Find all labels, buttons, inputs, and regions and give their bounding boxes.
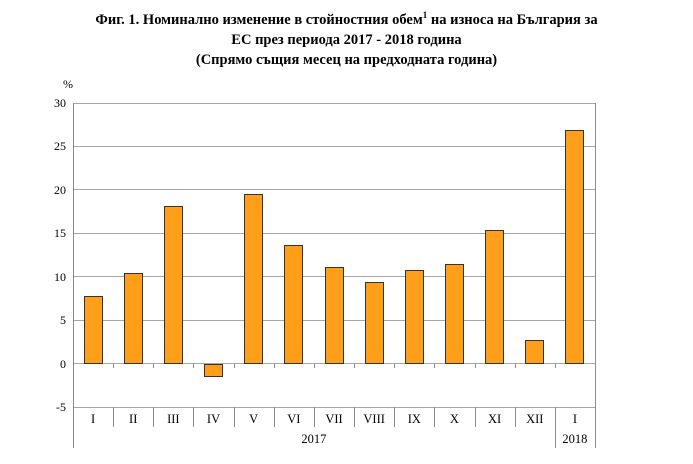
x-axis-category-label: III <box>167 412 180 426</box>
category-divider <box>153 407 155 427</box>
zero-line-tick <box>394 363 396 368</box>
category-divider <box>273 407 275 427</box>
y-axis-tick-label: 5 <box>60 313 66 328</box>
zero-line-tick <box>474 363 476 368</box>
zero-line-tick <box>354 363 356 368</box>
y-axis-unit-label: % <box>63 77 73 91</box>
x-axis-year-label: 2018 <box>562 432 588 446</box>
bar <box>444 263 464 364</box>
category-divider <box>474 407 476 427</box>
gridline <box>73 406 595 408</box>
category-divider <box>434 407 436 427</box>
x-axis-year-label: 2017 <box>301 432 327 446</box>
category-divider <box>313 407 315 427</box>
category-divider <box>394 407 396 427</box>
zero-line-tick <box>233 363 235 368</box>
y-axis-tick-label: 0 <box>60 356 66 371</box>
x-axis-category-label: IX <box>407 412 421 426</box>
zero-line-tick <box>514 363 516 368</box>
zero-line-tick <box>434 363 436 368</box>
figure-title-line-3: (Спрямо същия месец на предходната годин… <box>195 52 498 68</box>
y-axis-line <box>73 103 74 448</box>
x-axis-category-label: VI <box>287 412 301 426</box>
zero-line-tick <box>113 363 115 368</box>
zero-line-tick <box>554 363 556 368</box>
gridline <box>73 363 595 365</box>
bar <box>525 340 545 364</box>
y-axis-tick-label: -5 <box>56 400 66 414</box>
x-axis-category-label: XI <box>488 412 502 426</box>
title-text-pre: Фиг. 1. Номинално изменение в стойностни… <box>95 12 423 28</box>
y-axis-tick-label: 15 <box>54 226 66 241</box>
category-divider <box>554 407 556 448</box>
footnote-superscript: 1 <box>422 10 428 21</box>
x-axis-category-label: IV <box>206 412 221 426</box>
y-axis-tick-label: 20 <box>54 182 66 197</box>
figure-title-line-2: ЕС през периода 2017 - 2018 година <box>231 32 462 48</box>
y-axis-tick-label: 30 <box>54 96 66 110</box>
x-axis-category-label: I <box>572 412 577 426</box>
gridline <box>73 145 595 147</box>
bar <box>163 206 183 364</box>
bar <box>324 267 344 364</box>
zero-line-tick <box>153 363 155 368</box>
bar <box>404 269 424 364</box>
bar <box>364 281 384 364</box>
zero-line-tick <box>313 363 315 368</box>
bar <box>123 273 143 364</box>
category-divider <box>354 407 356 427</box>
bar <box>204 363 224 378</box>
x-axis-category-label: II <box>129 412 138 426</box>
x-axis-category-label: VIII <box>363 412 385 426</box>
bar <box>485 229 505 364</box>
bar <box>284 245 304 364</box>
bar <box>244 194 264 364</box>
gridline <box>73 189 595 191</box>
category-divider <box>514 407 516 427</box>
bar <box>565 129 585 364</box>
y-axis-tick-label: 25 <box>54 139 66 154</box>
gridline <box>73 102 595 104</box>
y-axis-tick-label: 10 <box>54 269 66 284</box>
x-axis-category-label: XII <box>526 412 544 426</box>
category-divider <box>233 407 235 427</box>
zero-line-tick <box>273 363 275 368</box>
title-text-post: на износа на България за <box>427 12 598 28</box>
figure-title-line-1: Фиг. 1. Номинално изменение в стойностни… <box>0 10 693 30</box>
x-axis-category-label: V <box>249 412 259 426</box>
gridline <box>73 232 595 234</box>
zero-line-tick <box>193 363 195 368</box>
category-divider <box>113 407 115 427</box>
bar <box>83 295 103 364</box>
category-divider <box>193 407 195 427</box>
x-axis-category-label: I <box>90 412 96 426</box>
figure-title: Фиг. 1. Номинално изменение в стойностни… <box>0 10 693 70</box>
x-axis-category-label: X <box>449 412 459 426</box>
plot-right-border <box>595 103 596 448</box>
x-axis-category-label: VII <box>325 412 343 426</box>
